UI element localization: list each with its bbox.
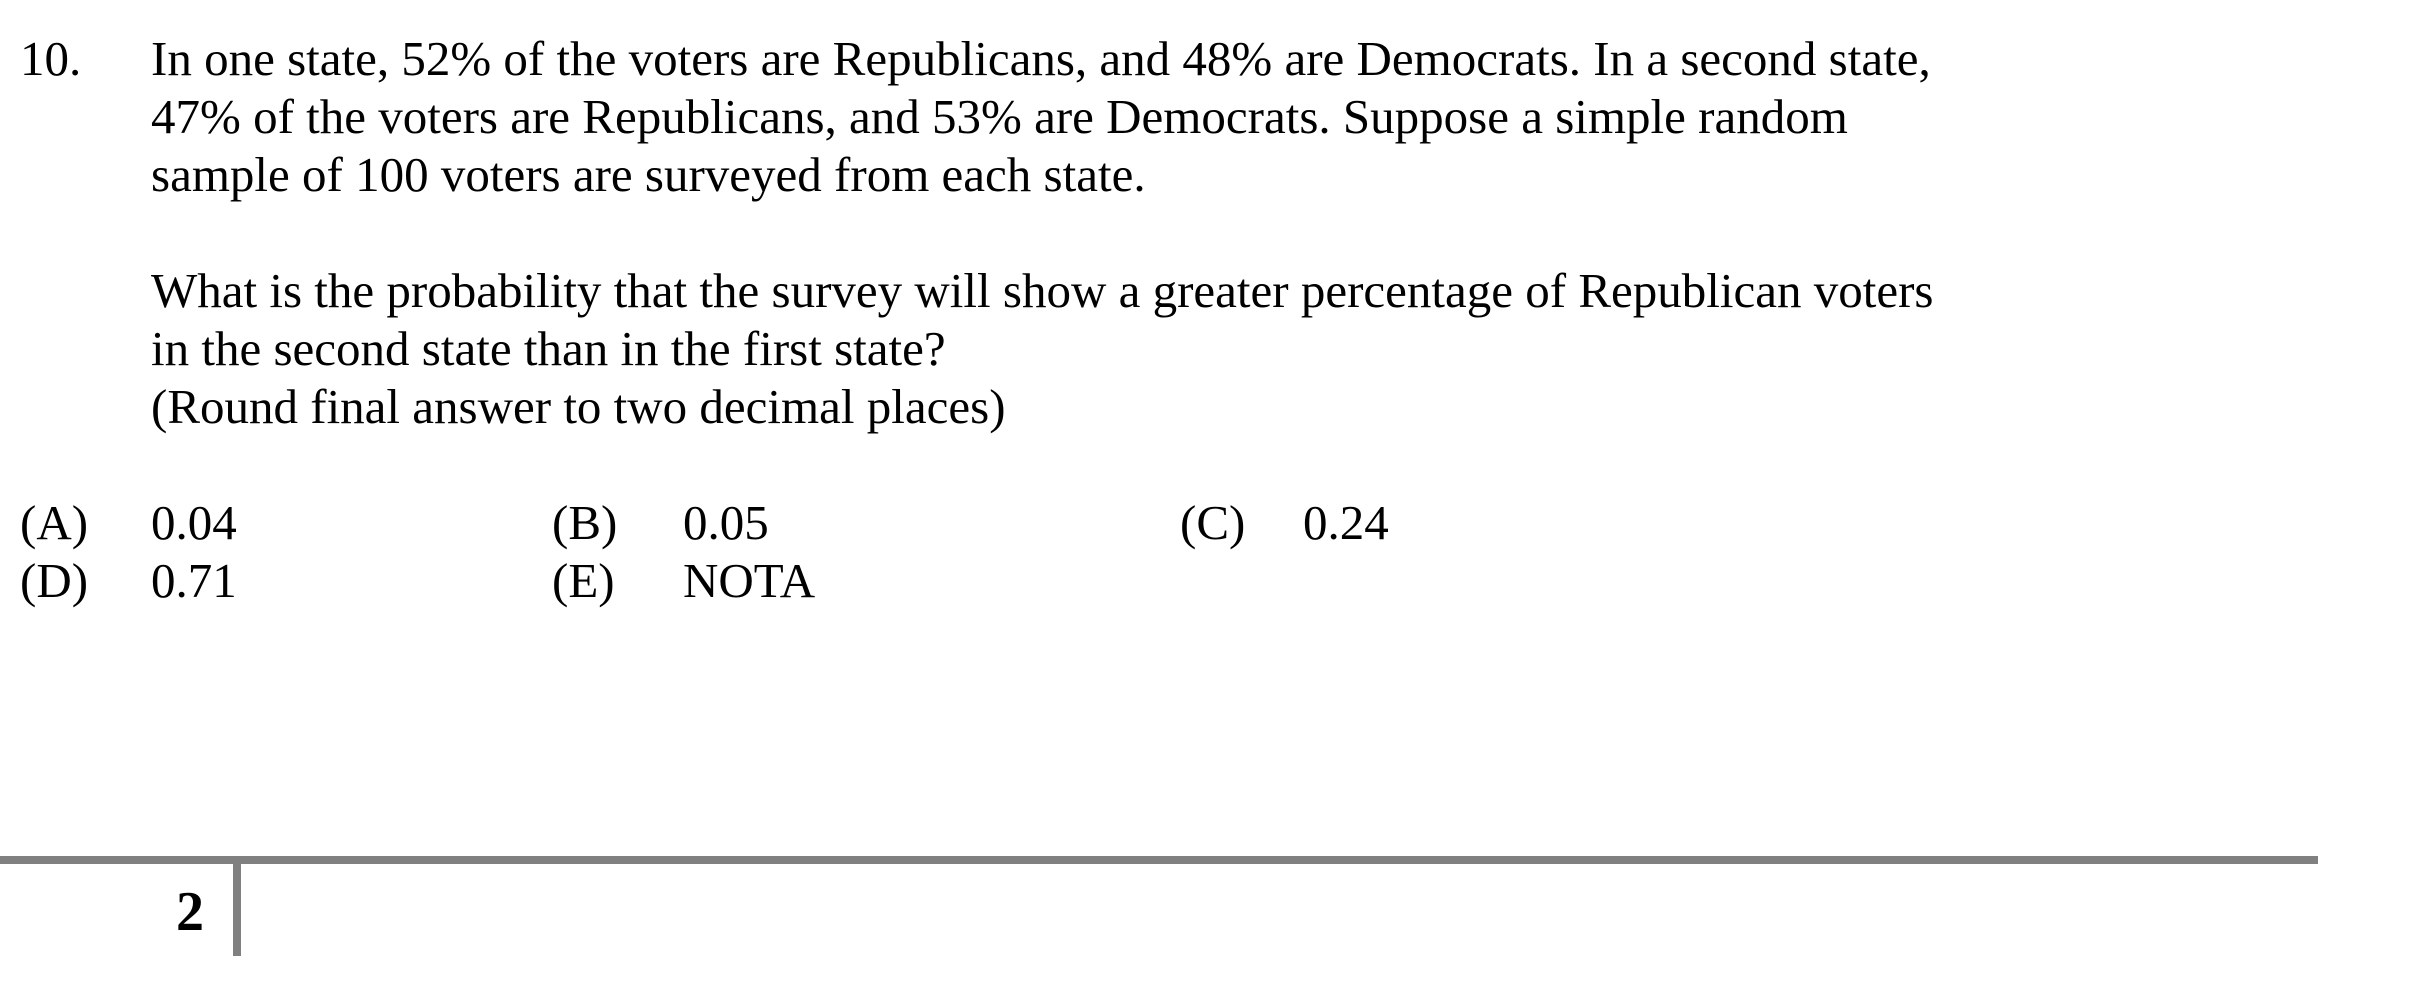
choice-value: NOTA: [683, 552, 815, 610]
choice-value: 0.71: [151, 552, 237, 610]
footer-divider: [233, 864, 241, 956]
choice-letter: (C): [1180, 494, 1245, 552]
choice-value: 0.04: [151, 494, 237, 552]
prompt-line-2: in the second state than in the first st…: [151, 320, 2151, 378]
question-prompt: What is the probability that the survey …: [151, 262, 2151, 436]
choice-letter: (A): [20, 494, 88, 552]
choice-value: 0.24: [1303, 494, 1389, 552]
footer-rule: [0, 856, 2318, 864]
page-number: 2: [176, 880, 204, 944]
choice-letter: (B): [552, 494, 617, 552]
prompt-line-3: (Round final answer to two decimal place…: [151, 378, 2151, 436]
stem-line-2: 47% of the voters are Republicans, and 5…: [151, 88, 2151, 146]
choice-letter: (D): [20, 552, 88, 610]
question-number: 10.: [20, 30, 81, 88]
stem-line-1: In one state, 52% of the voters are Repu…: [151, 30, 2151, 88]
choice-letter: (E): [552, 552, 615, 610]
stem-line-3: sample of 100 voters are surveyed from e…: [151, 146, 2151, 204]
prompt-line-1: What is the probability that the survey …: [151, 262, 2151, 320]
choice-value: 0.05: [683, 494, 769, 552]
question-stem: In one state, 52% of the voters are Repu…: [151, 30, 2151, 204]
